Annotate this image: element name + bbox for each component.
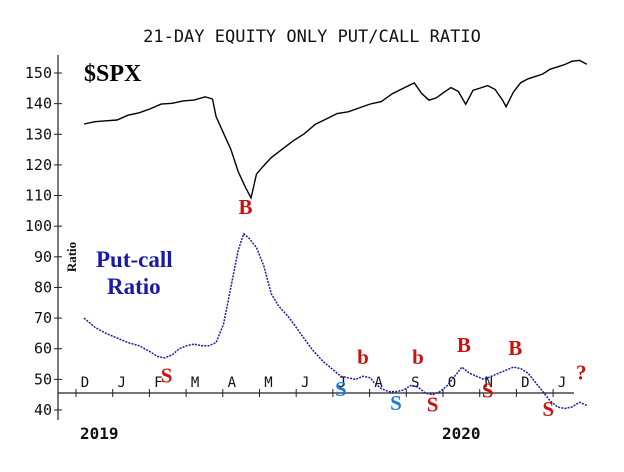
y-tick-label: 100 <box>25 217 52 235</box>
signal-label: B <box>457 333 471 357</box>
x-month-label: A <box>374 375 383 391</box>
y-tick-label: 130 <box>25 125 52 143</box>
signal-label: b <box>412 345 424 369</box>
y-tick-label: 50 <box>34 370 52 388</box>
y-tick-label: 90 <box>34 248 52 266</box>
signal-label: B <box>508 336 522 360</box>
y-tick-label: 150 <box>25 64 52 82</box>
x-month-label: M <box>191 375 199 391</box>
x-month-label: J <box>301 375 309 391</box>
signal-label: S <box>542 397 554 421</box>
x-month-label: D <box>521 375 529 391</box>
y-tick-label: 40 <box>34 401 52 419</box>
y-tick-label: 120 <box>25 156 52 174</box>
series-line-put-call <box>83 232 588 410</box>
x-month-label: J <box>117 375 125 391</box>
pc-series-label-line2: Ratio <box>107 274 161 299</box>
signal-label: S <box>335 377 347 401</box>
y-tick-label: 140 <box>25 95 52 113</box>
x-month-label: N <box>484 375 492 391</box>
y-axis-label: Ratio <box>64 242 79 272</box>
year-label-2020: 2020 <box>442 424 481 443</box>
signal-label: b <box>357 345 369 369</box>
x-month-label: F <box>154 375 162 391</box>
x-month-label: S <box>411 375 419 391</box>
series-line-spx <box>83 59 588 200</box>
signal-label: S <box>161 363 173 387</box>
spx-series-label: $SPX <box>84 61 142 87</box>
x-month-label: O <box>448 375 456 391</box>
year-label-2019: 2019 <box>80 424 119 443</box>
x-month-label: J <box>558 375 566 391</box>
y-tick-label: 60 <box>34 340 52 358</box>
pc-series-label-line1: Put-call <box>96 247 173 272</box>
y-tick-label: 70 <box>34 309 52 327</box>
x-month-label: J <box>338 375 346 391</box>
x-month-label: D <box>81 375 89 391</box>
y-tick-label: 110 <box>25 187 52 205</box>
x-month-label: M <box>264 375 272 391</box>
signal-label: ? <box>576 360 587 384</box>
x-month-label: A <box>228 375 237 391</box>
y-axis: 40 50 60 70 80 90 100 110 120 130 140 150 <box>25 55 62 420</box>
signal-label: B <box>238 195 252 219</box>
signal-label: S <box>390 391 402 415</box>
y-tick-label: 80 <box>34 278 52 296</box>
signal-label: S <box>482 379 494 403</box>
signal-label: S <box>427 393 439 417</box>
chart-title: 21-DAY EQUITY ONLY PUT/CALL RATIO <box>143 27 481 47</box>
series-group <box>83 59 588 410</box>
